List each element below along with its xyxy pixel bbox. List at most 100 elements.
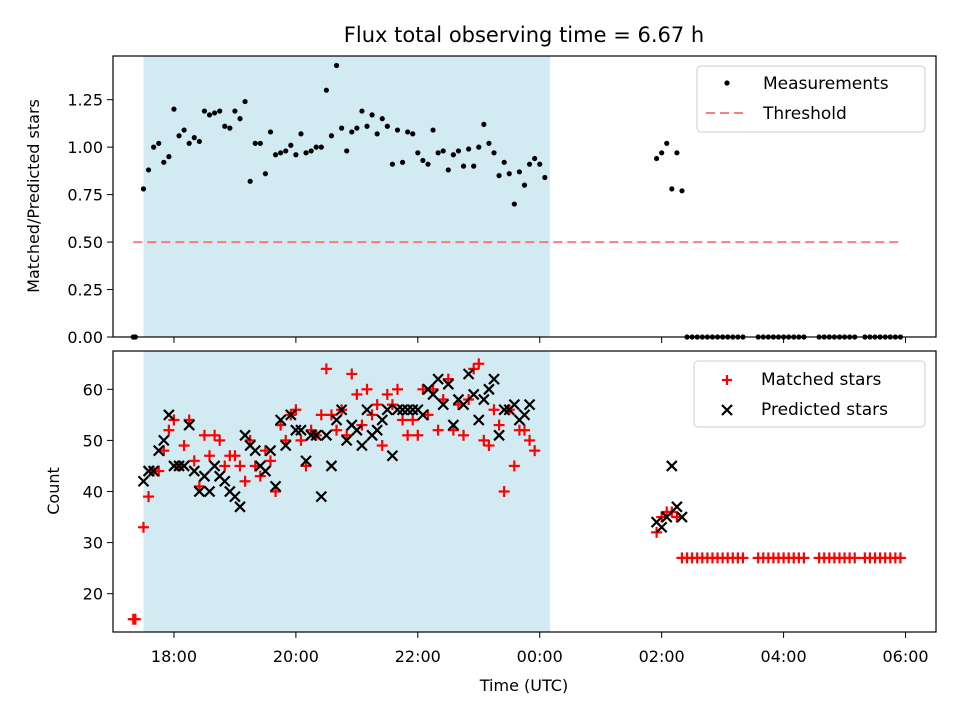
matched-star-point [894, 552, 906, 564]
y-tick-label: 50 [83, 431, 103, 450]
predicted-star-point [493, 429, 505, 442]
predicted-star-point [173, 460, 185, 472]
y-tick-label: 1.25 [67, 91, 103, 110]
predicted-star-point [290, 424, 302, 436]
predicted-star-point [178, 460, 190, 472]
matched-star-point [204, 450, 216, 462]
predicted-star-point [163, 409, 175, 421]
matched-star-point [290, 404, 302, 416]
measurement-point [161, 159, 167, 165]
matched-star-point [315, 409, 327, 421]
matched-star-point [432, 424, 444, 436]
matched-star-point [402, 429, 414, 441]
matched-star-point [407, 414, 419, 426]
matched-star-point [493, 419, 505, 431]
predicted-star-point [168, 460, 180, 472]
measurement-point [262, 171, 269, 177]
predicted-star-point [417, 409, 429, 421]
matched-star-point [295, 434, 307, 446]
measurement-point [232, 108, 238, 114]
predicted-star-point [340, 434, 353, 447]
measurement-point [283, 148, 289, 154]
predicted-star-point [279, 439, 292, 452]
matched-star-point [463, 394, 475, 406]
measurement-point [206, 112, 213, 118]
predicted-star-point [274, 414, 287, 426]
matched-star-point [178, 440, 190, 452]
measurement-point [318, 144, 324, 150]
matched-star-point [264, 455, 276, 467]
measurement-point [217, 108, 223, 114]
matched-star-point [361, 383, 373, 395]
predicted-star-point [315, 490, 328, 503]
predicted-star-point [508, 398, 521, 411]
top-x-ticks [173, 337, 907, 343]
predicted-star-point [666, 460, 678, 472]
measurement-point [496, 173, 502, 179]
predicted-star-point [229, 490, 241, 503]
measurement-point [450, 152, 456, 158]
matched-star-point [849, 552, 861, 564]
measurement-point [410, 131, 416, 137]
measurement-point [405, 129, 411, 135]
measurement-point [339, 125, 345, 131]
predicted-star-point [478, 393, 490, 406]
predicted-star-point [285, 409, 297, 421]
predicted-star-point [158, 434, 170, 447]
predicted-star-point [462, 368, 475, 380]
matched-star-point [524, 434, 536, 446]
matched-star-point [366, 409, 378, 421]
predicted-star-point [361, 403, 373, 416]
predicted-star-point [432, 373, 444, 385]
legend-matched-label: Matched stars [761, 370, 881, 390]
measurement-point [430, 127, 436, 133]
bottom-legend: Matched stars Predicted stars [693, 360, 926, 428]
measurement-point [669, 186, 675, 192]
measurement-point [679, 188, 685, 194]
predicted-star-point [193, 485, 206, 498]
predicted-star-point [376, 414, 389, 426]
measurement-point [521, 182, 528, 188]
top-legend: Measurements Threshold [696, 65, 926, 133]
predicted-star-point [183, 419, 195, 431]
x-tick-label: 20:00 [273, 647, 319, 666]
predicted-star-point [676, 511, 688, 523]
measurement-point [460, 163, 467, 169]
measurement-point [313, 144, 319, 150]
matched-star-point [143, 491, 155, 503]
matched-star-point [163, 424, 175, 436]
measurement-points [130, 62, 904, 340]
predicted-star-point [467, 388, 480, 401]
bottom-y-axis-label: Count [44, 467, 63, 515]
predicted-star-point [457, 398, 470, 411]
matched-star-point [386, 399, 398, 411]
measurement-point [298, 131, 304, 137]
measurement-point [212, 110, 218, 116]
measurement-point [303, 150, 309, 156]
matched-star-point [458, 429, 470, 441]
measurement-point [359, 108, 365, 114]
matched-star-point [351, 388, 363, 400]
predicted-star-point [198, 470, 211, 482]
matched-star-point [651, 526, 663, 538]
predicted-star-point [381, 403, 394, 416]
y-tick-label: 0.75 [67, 186, 103, 205]
measurement-point [389, 161, 396, 167]
measurement-point [466, 146, 472, 152]
y-tick-label: 0.50 [67, 233, 103, 252]
matched-star-point [412, 429, 424, 441]
measurement-point [191, 135, 197, 141]
matched-star-point [219, 460, 231, 472]
matched-star-point [188, 455, 200, 467]
measurement-point [186, 140, 192, 146]
predicted-star-point [335, 403, 348, 416]
matched-star-point [468, 363, 480, 375]
measurement-point [526, 161, 533, 167]
predicted-star-point [320, 429, 333, 442]
measurement-point [166, 154, 172, 160]
bottom-x-ticks: 18:00 20:00 22:00 00:00 02:00 04:00 06:00 [151, 632, 929, 666]
predicted-star-point [488, 373, 500, 385]
matched-star-point [473, 358, 485, 370]
measurement-point [399, 159, 406, 165]
predicted-star-point [218, 475, 231, 488]
